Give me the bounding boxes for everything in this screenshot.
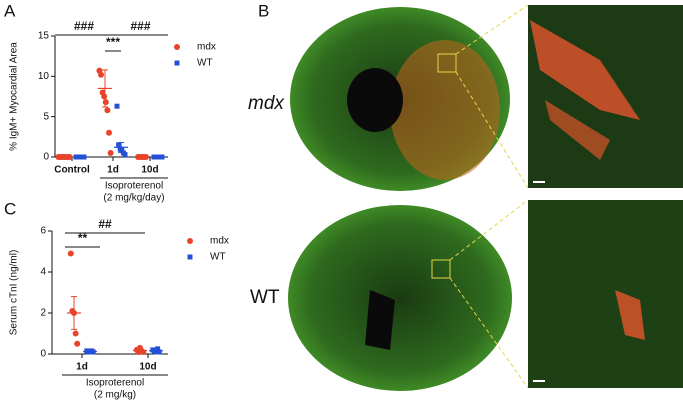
zoom-line (449, 277, 529, 389)
data-point (114, 103, 120, 109)
x-tick-label: 10d (139, 362, 156, 373)
y-tick-label: 10 (38, 71, 50, 82)
legend-marker (187, 254, 193, 260)
legend-marker (174, 60, 180, 66)
group-label: Isoproterenol (86, 378, 144, 389)
panel-label: B (258, 1, 269, 20)
zoom-line (449, 199, 529, 261)
significance-label: ## (98, 217, 112, 231)
legend-label: WT (197, 58, 213, 69)
x-tick-label: 10d (141, 165, 158, 176)
zoom-line (455, 4, 529, 55)
y-tick-label: 2 (40, 308, 46, 319)
zoom-box (437, 53, 457, 73)
y-tick-label: 15 (38, 31, 50, 42)
significance-label: ** (78, 231, 88, 245)
heart-section (288, 205, 512, 391)
significance-label: ### (74, 19, 94, 33)
row-label: mdx (248, 93, 285, 114)
panel-label: A (4, 1, 16, 20)
legend-label: mdx (210, 236, 229, 247)
x-tick-label: Control (54, 165, 90, 176)
x-tick-label: 1d (76, 362, 88, 373)
group-label: (2 mg/kg/day) (103, 193, 164, 204)
data-point (72, 330, 79, 337)
y-axis-title: Serum cTnI (ng/ml) (9, 250, 20, 336)
data-point (156, 349, 162, 355)
group-label: Isoproterenol (105, 181, 163, 192)
zoom-image (528, 200, 683, 388)
data-point (107, 149, 114, 156)
row-label: WT (250, 287, 280, 308)
panel-label: C (4, 199, 16, 218)
group-label: (2 mg/kg) (94, 390, 136, 401)
y-tick-label: 4 (40, 267, 46, 278)
legend-label: mdx (197, 42, 216, 53)
y-tick-label: 5 (43, 111, 49, 122)
lumen (365, 290, 395, 350)
legend-marker (187, 238, 193, 244)
lesion (390, 40, 500, 180)
legend-label: WT (210, 252, 226, 263)
data-point (104, 107, 111, 114)
data-point (106, 129, 112, 136)
data-point (155, 346, 161, 352)
data-point (74, 340, 81, 347)
y-tick-label: 0 (43, 152, 49, 163)
data-point (102, 99, 109, 106)
micrographs (286, 4, 683, 391)
data-point (98, 71, 104, 78)
data-point (116, 142, 122, 148)
x-tick-label: 1d (107, 165, 119, 176)
data-point (67, 250, 74, 257)
lumen (347, 68, 403, 132)
data-point (101, 93, 108, 100)
zoom-line (455, 71, 529, 189)
y-tick-label: 6 (40, 226, 46, 237)
data-point (122, 152, 128, 158)
significance-label: *** (106, 35, 120, 49)
y-axis-title: % IgM+ Myocardial Area (9, 42, 20, 151)
legend-marker (174, 44, 180, 50)
zoom-box (431, 259, 451, 279)
significance-label: ### (130, 19, 150, 33)
y-tick-label: 0 (40, 349, 46, 360)
